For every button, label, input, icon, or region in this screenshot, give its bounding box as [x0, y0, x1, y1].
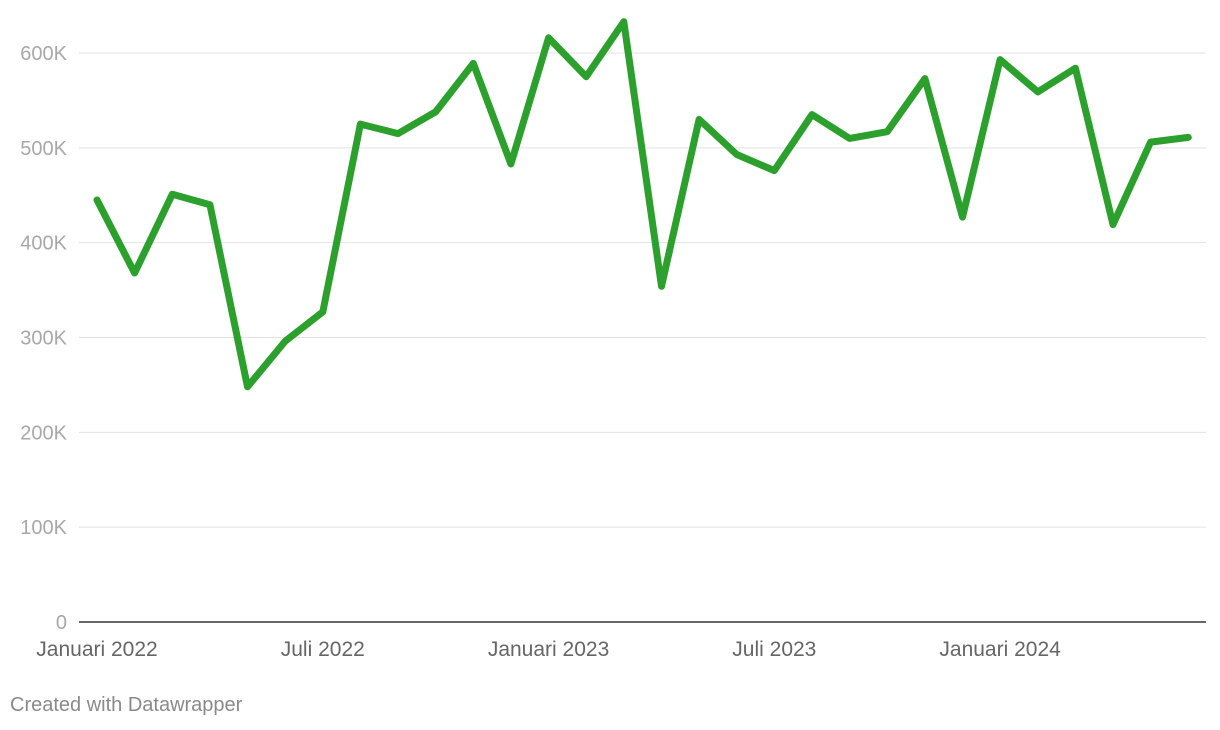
data-point [1035, 89, 1041, 95]
data-point [132, 270, 138, 276]
data-point [1185, 134, 1191, 140]
data-point [583, 74, 589, 80]
data-point [658, 283, 664, 289]
y-tick-label: 300K [20, 328, 67, 350]
data-point [546, 35, 552, 41]
x-tick-label: Januari 2023 [488, 638, 609, 661]
data-point [282, 338, 288, 344]
y-tick-label: 500K [20, 138, 67, 160]
data-point [357, 121, 363, 127]
series-layer [93, 18, 1192, 391]
line-chart: 0 100K 200K 300K 400K 500K 600K Januari 2022 Ju… [20, 18, 1206, 661]
x-axis: Januari 2022 Juli 2022 Januari 2023 Juli 20… [36, 638, 1061, 661]
chart-credit: Created with Datawrapper [10, 694, 243, 716]
data-point [884, 129, 890, 135]
y-tick-label: 0 [56, 612, 67, 634]
data-point [734, 151, 740, 157]
data-point [1110, 222, 1116, 228]
x-tick-label: Januari 2024 [939, 638, 1061, 661]
y-tick-label: 100K [20, 517, 67, 539]
data-point [245, 384, 251, 390]
data-point [621, 19, 627, 25]
data-point [771, 168, 777, 174]
y-tick-label: 400K [20, 233, 67, 255]
data-point [1148, 139, 1154, 145]
data-point [696, 116, 702, 122]
y-tick-label: 600K [20, 43, 67, 65]
data-point [809, 112, 815, 118]
data-point [997, 57, 1003, 63]
data-point [433, 109, 439, 115]
data-point [320, 309, 326, 315]
data-point [1072, 65, 1078, 71]
data-point [207, 202, 213, 208]
x-tick-label: Juli 2023 [732, 638, 816, 661]
x-tick-label: Juli 2022 [281, 638, 365, 661]
y-tick-label: 200K [20, 422, 67, 444]
x-tick-label: Januari 2022 [36, 638, 157, 661]
data-point [959, 214, 965, 220]
data-point [847, 135, 853, 141]
data-point [395, 131, 401, 137]
series-line [93, 18, 1192, 391]
data-point [508, 161, 514, 167]
data-point [922, 76, 928, 82]
data-point [94, 197, 100, 203]
data-point [169, 191, 175, 197]
y-axis: 0 100K 200K 300K 400K 500K 600K [20, 43, 67, 634]
data-point [470, 60, 476, 66]
